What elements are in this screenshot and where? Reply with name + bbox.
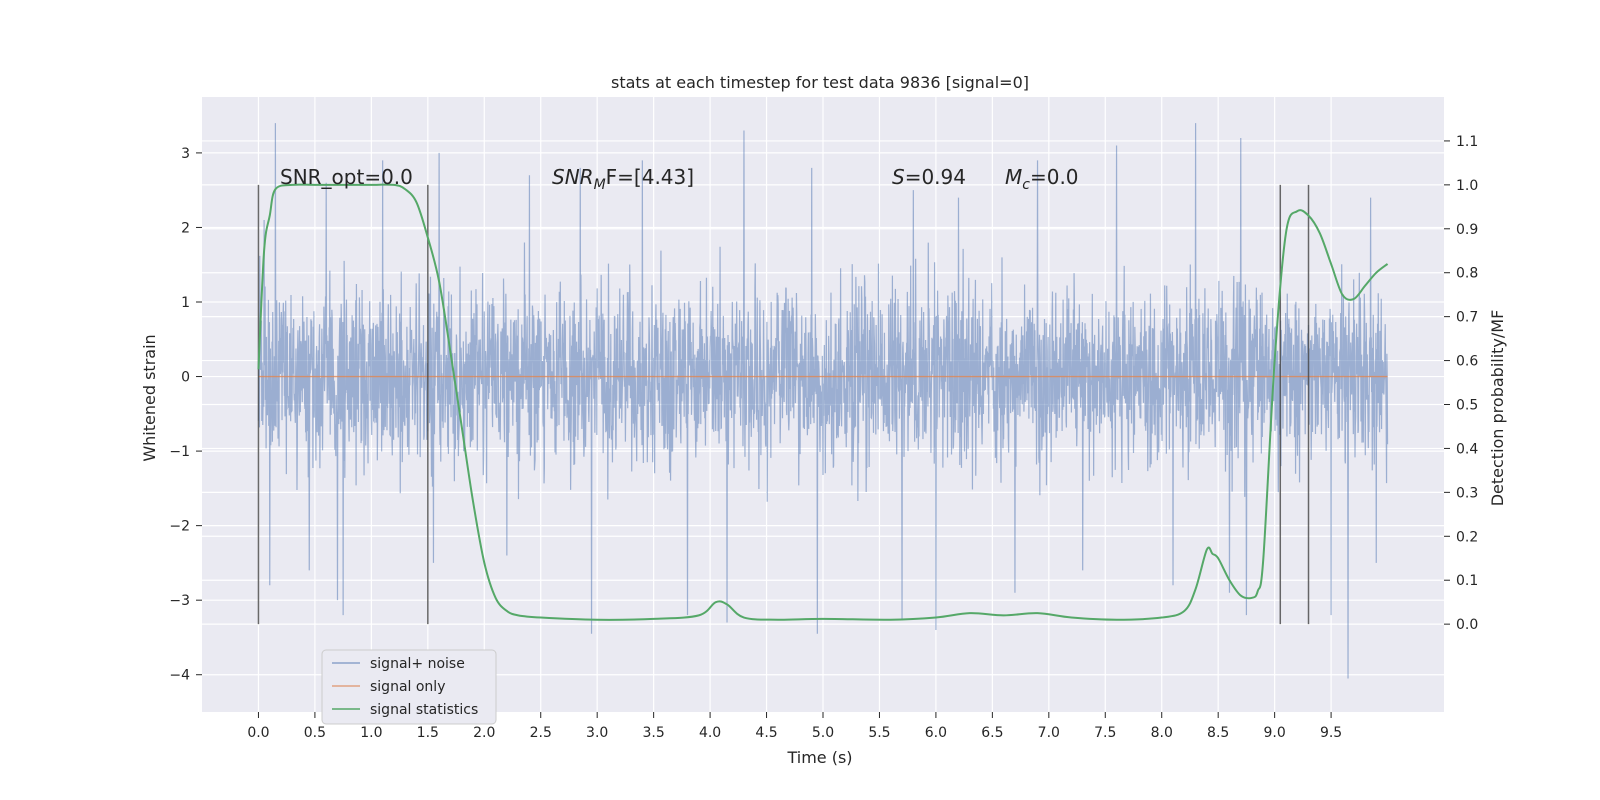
x-tick-label-12: 6.0 [925, 725, 947, 741]
y-right-tick-label-0: 1.1 [1456, 134, 1478, 150]
y-right-tick-label-2: 0.9 [1456, 222, 1478, 238]
y-right-tick-label-6: 0.5 [1456, 398, 1478, 414]
s-symbol: S [892, 165, 905, 189]
mc-value: =0.0 [1030, 165, 1079, 189]
x-tick-label-14: 7.0 [1038, 725, 1060, 741]
y-left-tick-label-2: 1 [181, 295, 190, 311]
x-tick-label-8: 4.0 [699, 725, 721, 741]
x-tick-label-19: 9.5 [1320, 725, 1342, 741]
mc-symbol: M [1005, 165, 1022, 189]
noise-series [257, 123, 1389, 679]
x-tick-label-4: 2.0 [473, 725, 495, 741]
y-right-tick-label-9: 0.2 [1456, 529, 1478, 545]
legend-label-signal-statistics: signal statistics [370, 702, 478, 718]
annotation-mc: Mc=0.0 [1005, 165, 1079, 193]
x-tick-label-0: 0.0 [247, 725, 269, 741]
x-tick-label-18: 9.0 [1264, 725, 1286, 741]
series-line-signal-noise [257, 123, 1389, 679]
annotation-snr-mf: SNRMF=[4.43] [552, 165, 694, 193]
y-right-tick-label-5: 0.6 [1456, 354, 1478, 370]
y-right-axis-label: Detection probability/MF [1488, 310, 1507, 507]
y-right-tick-label-3: 0.8 [1456, 266, 1478, 282]
y-left-tick-label-7: −4 [169, 668, 190, 684]
y-left-tick-label-4: −1 [169, 444, 190, 460]
y-right-tick-label-1: 1.0 [1456, 178, 1478, 194]
legend-box [321, 649, 497, 725]
x-tick-label-13: 6.5 [981, 725, 1003, 741]
x-tick-label-11: 5.5 [868, 725, 890, 741]
y-right-tick-label-10: 0.1 [1456, 573, 1478, 589]
y-right-tick-label-8: 0.3 [1456, 485, 1478, 501]
y-left-axis-ticks: 3 2 1 0 −1 −2 −3 −4 [169, 146, 202, 684]
x-tick-label-3: 1.5 [417, 725, 439, 741]
snr-mf-symbol: SNR [552, 165, 594, 189]
x-tick-label-6: 3.0 [586, 725, 608, 741]
y-left-tick-label-0: 3 [181, 146, 190, 162]
y-right-tick-label-7: 0.4 [1456, 441, 1478, 457]
y-left-tick-label-1: 2 [181, 220, 190, 236]
legend: signal+ noise signal only signal statist… [321, 649, 497, 725]
x-tick-label-2: 1.0 [360, 725, 382, 741]
y-right-tick-label-4: 0.7 [1456, 310, 1478, 326]
s-value: =0.94 [905, 165, 966, 189]
x-axis-ticks: 0.0 0.5 1.0 1.5 2.0 2.5 3.0 3.5 4.0 4.5 5.0 5.5 6.0 6… [247, 712, 1342, 741]
annotation-snr-opt: SNR_opt=0.0 [280, 165, 413, 189]
vertical-markers [257, 184, 1310, 625]
annotation-s: S=0.94 [892, 165, 966, 189]
y-left-tick-label-6: −3 [169, 593, 190, 609]
series-line-signal-statistics [257, 183, 1389, 621]
x-tick-label-10: 5.0 [812, 725, 834, 741]
x-tick-label-17: 8.5 [1207, 725, 1229, 741]
legend-label-signal-noise: signal+ noise [370, 656, 465, 672]
signal-statistics-series [257, 183, 1389, 621]
x-tick-label-1: 0.5 [304, 725, 326, 741]
y-right-tick-label-11: 0.0 [1456, 617, 1478, 633]
x-tick-label-15: 7.5 [1094, 725, 1116, 741]
x-tick-label-16: 8.0 [1151, 725, 1173, 741]
x-axis-label: Time (s) [786, 748, 852, 767]
y-left-tick-label-3: 0 [181, 370, 190, 386]
snr-mf-value: F=[4.43] [606, 165, 694, 189]
y-left-tick-label-5: −2 [169, 519, 190, 535]
x-tick-label-9: 4.5 [755, 725, 777, 741]
mc-subscript: c [1022, 177, 1030, 193]
x-tick-label-7: 3.5 [643, 725, 665, 741]
x-tick-label-5: 2.5 [530, 725, 552, 741]
y-right-axis-ticks: 1.1 1.0 0.9 0.8 0.7 0.6 0.5 0.4 0.3 0.2 0.1 0.0 [1444, 134, 1478, 633]
y-left-axis-label: Whitened strain [140, 334, 159, 461]
chart-title: stats at each timestep for test data 983… [611, 73, 1029, 92]
snr-mf-subscript: M [594, 177, 606, 193]
legend-label-signal-only: signal only [370, 679, 445, 695]
